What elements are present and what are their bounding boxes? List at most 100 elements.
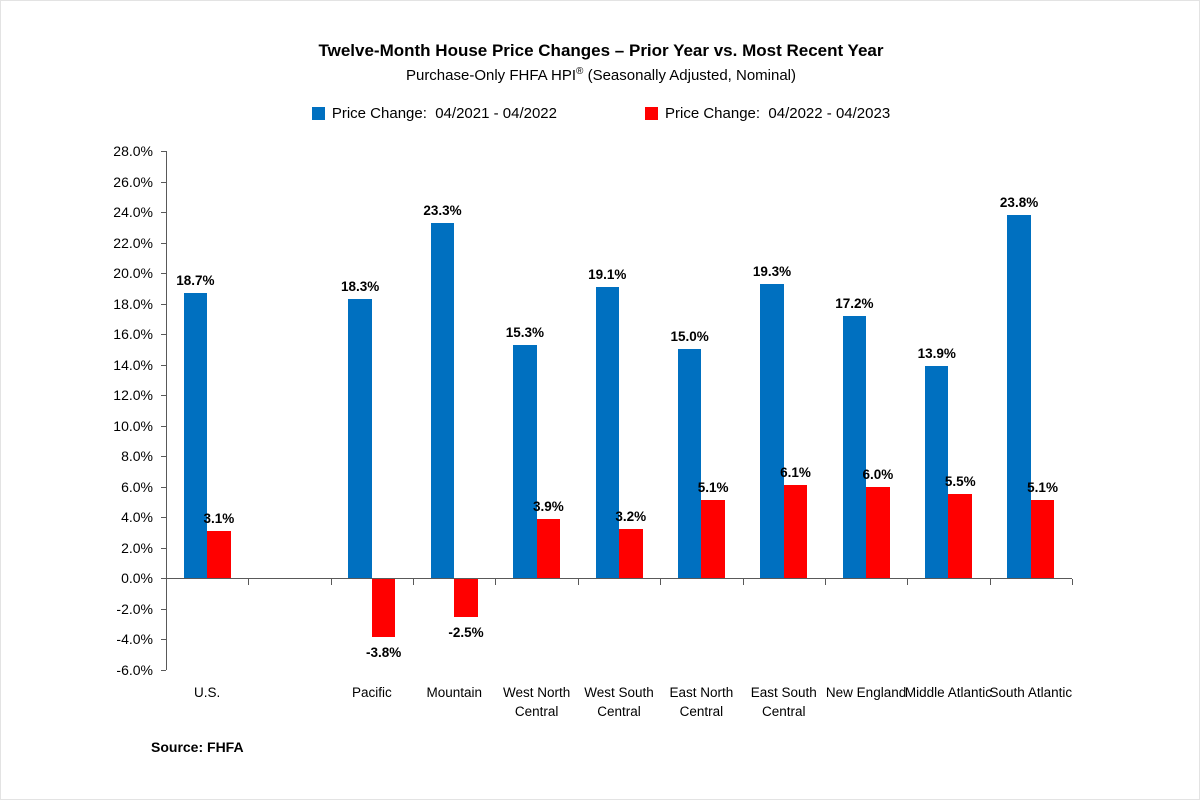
bar-recent-west-north-central: [536, 518, 561, 578]
x-axis-category-label: West South Central: [584, 685, 654, 719]
y-axis-tick-label: 2.0%: [121, 539, 153, 556]
x-axis-tick: [577, 579, 579, 585]
y-axis-tick-label: 14.0%: [113, 356, 153, 373]
y-axis-tick: [161, 608, 166, 610]
x-axis-category-label: West North Central: [502, 685, 571, 719]
y-axis-tick: [161, 395, 166, 396]
chart-legend: Price Change: 04/2021 - 04/2022 Price Ch…: [1, 105, 1199, 122]
bar-prior-u-s-: [183, 292, 208, 578]
y-axis-tick: [161, 242, 166, 244]
bar-value-label: 5.5%: [944, 474, 976, 490]
bar-value-label: 19.3%: [752, 263, 792, 279]
bar-recent-south-atlantic: [1030, 500, 1055, 578]
y-axis-tick-label: 18.0%: [113, 295, 153, 312]
y-axis-tick: [161, 578, 166, 579]
chart-subtitle-text: Purchase-Only FHFA HPI: [405, 67, 577, 84]
y-axis-tick: [161, 334, 166, 335]
y-axis-tick: [161, 669, 166, 671]
x-axis-category-label: Pacific: [352, 685, 392, 700]
bar-recent-u-s-: [207, 530, 231, 578]
x-axis-tick: [907, 579, 909, 585]
legend-item-prior-year: Price Change: 04/2021 - 04/2022: [311, 105, 557, 122]
x-axis-category-label: New England: [825, 685, 907, 700]
x-axis-category-label: U.S.: [194, 685, 221, 700]
bar-prior-pacific: [348, 298, 372, 578]
bar-prior-mountain: [430, 222, 455, 578]
bar-value-label: 15.0%: [670, 329, 709, 345]
x-axis-category-label: Middle Atlantic: [904, 685, 992, 700]
bar-value-label: 6.0%: [862, 466, 894, 482]
bar-value-label: 18.3%: [341, 278, 380, 294]
x-axis-category-label: Mountain: [426, 685, 483, 700]
source-note: Source: FHFA: [151, 739, 244, 755]
bar-value-label: -3.8%: [366, 644, 402, 660]
bar-recent-east-south-central: [783, 484, 808, 578]
bar-recent-west-south-central: [619, 529, 643, 578]
y-axis-tick-label: 28.0%: [113, 143, 153, 159]
y-axis-tick-label: -4.0%: [116, 631, 153, 647]
chart-subtitle-suffix: (Seasonally Adjusted, Nominal): [583, 67, 797, 84]
y-axis-tick: [161, 212, 166, 213]
x-axis-category-label: East South Central: [750, 685, 817, 719]
chart-subtitle: Purchase-Only FHFA HPI® (Seasonally Adju…: [1, 66, 1199, 84]
bar-value-label: 3.9%: [532, 498, 564, 514]
legend-label: Price Change: 04/2021 - 04/2022: [331, 105, 557, 122]
x-axis-tick: [166, 579, 167, 585]
x-axis-category-label: South Atlantic: [989, 685, 1073, 700]
y-axis-tick: [161, 181, 166, 183]
bar-value-label: 18.7%: [176, 272, 215, 288]
bar-value-label: 19.1%: [588, 266, 627, 282]
y-axis-tick-label: 0.0%: [121, 570, 153, 586]
x-axis-tick: [660, 579, 662, 585]
y-axis-tick-label: 6.0%: [121, 478, 153, 495]
y-axis-tick-label: 20.0%: [113, 265, 153, 281]
y-axis-tick-label: 24.0%: [113, 204, 153, 220]
x-axis-line: [166, 578, 1072, 579]
y-axis-tick-label: -6.0%: [116, 661, 153, 678]
bar-value-label: 5.1%: [697, 480, 729, 496]
x-axis-tick: [495, 579, 497, 585]
y-axis-tick: [161, 151, 166, 152]
bar-prior-south-atlantic: [1007, 215, 1031, 578]
bar-prior-east-south-central: [760, 283, 784, 578]
bar-recent-mountain: [454, 579, 478, 618]
bar-value-label: 13.9%: [917, 346, 956, 362]
bar-recent-new-england: [866, 486, 890, 578]
x-axis-tick: [330, 579, 332, 585]
y-axis-tick-label: 12.0%: [113, 387, 153, 403]
y-axis-tick: [161, 486, 166, 488]
legend-swatch-red-icon: [645, 107, 658, 120]
bar-value-label: 23.8%: [999, 195, 1039, 211]
bar-value-label: 5.1%: [1027, 480, 1058, 496]
y-axis-tick-label: 10.0%: [113, 417, 153, 434]
y-axis-tick-label: 22.0%: [113, 234, 153, 251]
bar-value-label: 3.2%: [615, 509, 647, 525]
y-axis-tick-label: -2.0%: [116, 600, 153, 617]
y-axis-tick-label: 16.0%: [113, 326, 153, 342]
y-axis-tick: [161, 547, 166, 549]
y-axis-tick: [161, 639, 166, 640]
legend-label: Price Change: 04/2022 - 04/2023: [665, 105, 891, 122]
x-axis-tick: [742, 579, 744, 585]
bar-value-label: 3.1%: [203, 510, 235, 526]
bar-recent-middle-atlantic: [948, 494, 972, 578]
y-axis-tick-label: 26.0%: [113, 173, 153, 190]
bar-value-label: -2.5%: [448, 625, 484, 641]
bar-recent-east-north-central: [701, 500, 725, 578]
x-axis-tick: [824, 579, 826, 585]
chart-title: Twelve-Month House Price Changes – Prior…: [318, 41, 884, 60]
bar-recent-pacific: [371, 579, 396, 637]
x-axis-tick: [1072, 579, 1073, 585]
legend-swatch-blue-icon: [311, 107, 325, 120]
y-axis-tick: [161, 364, 166, 366]
bar-prior-middle-atlantic: [924, 366, 949, 578]
x-axis-tick: [413, 579, 415, 585]
bar-prior-east-north-central: [677, 349, 702, 578]
x-axis-tick: [989, 579, 991, 585]
y-axis-tick: [161, 425, 166, 427]
y-axis-line: [166, 151, 167, 670]
bar-value-label: 15.3%: [505, 324, 545, 340]
y-axis-tick: [161, 456, 166, 457]
x-axis-category-label: East North Central: [669, 685, 734, 719]
